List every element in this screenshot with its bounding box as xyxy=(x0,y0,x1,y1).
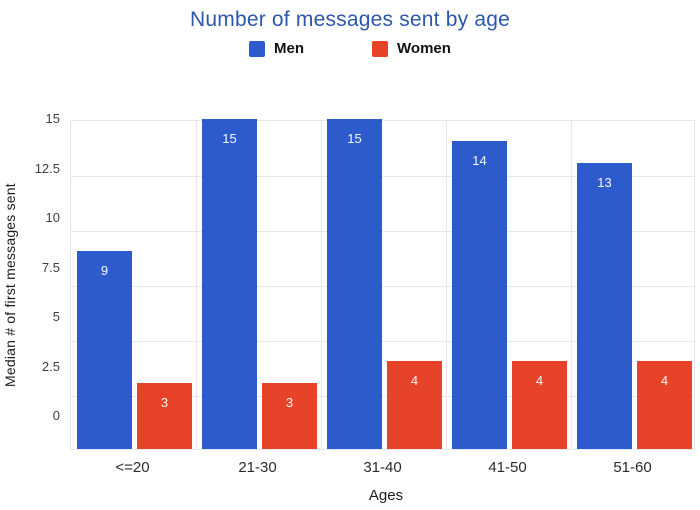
vertical-gridline xyxy=(195,121,197,449)
bar-value-label: 4 xyxy=(660,373,669,388)
legend-label: Women xyxy=(397,40,451,57)
y-tick-label: 15 xyxy=(45,111,60,126)
x-axis-title: Ages xyxy=(368,487,404,504)
y-tick-label: 10 xyxy=(45,210,60,225)
bar-men-41-50: 14 xyxy=(452,141,507,449)
bar-value-label: 4 xyxy=(410,373,419,388)
bar-value-label: 3 xyxy=(160,395,169,410)
bar-value-label: 13 xyxy=(597,175,612,190)
bar-value-label: 9 xyxy=(100,263,109,278)
bar-men-21-30: 15 xyxy=(202,119,257,449)
square-swatch-icon xyxy=(249,41,266,57)
bar-men-31-40: 15 xyxy=(327,119,382,449)
vertical-gridline xyxy=(445,121,447,449)
y-tick-label: 7.5 xyxy=(41,260,60,275)
y-tick-label: 12.5 xyxy=(34,161,60,176)
legend-item-men: Men xyxy=(249,40,304,58)
bar-value-label: 14 xyxy=(472,153,487,168)
horizontal-gridline xyxy=(71,285,694,287)
chart-title: Number of messages sent by age xyxy=(190,8,510,31)
bar-women-31-40: 4 xyxy=(387,361,442,449)
bar-men-<=20: 9 xyxy=(77,251,132,449)
y-tick-label: 2.5 xyxy=(41,359,60,374)
x-category-label: <=20 xyxy=(115,459,150,476)
horizontal-gridline xyxy=(71,340,694,342)
bar-value-label: 4 xyxy=(535,373,544,388)
bar-women-41-50: 4 xyxy=(512,361,567,449)
bar-value-label: 15 xyxy=(222,131,237,146)
y-tick-label: 5 xyxy=(52,309,60,324)
vertical-gridline xyxy=(570,121,572,449)
x-category-label: 31-40 xyxy=(363,459,402,476)
plot-area: 9 15 15 14 13 3 3 4 4 4 xyxy=(70,119,695,450)
vertical-gridline xyxy=(320,121,322,449)
legend-label: Men xyxy=(274,40,305,57)
legend: Men Women xyxy=(0,40,700,58)
legend-item-women: Women xyxy=(372,40,451,58)
square-swatch-icon xyxy=(372,41,389,57)
bar-men-51-60: 13 xyxy=(577,163,632,449)
bar-value-label: 15 xyxy=(347,131,362,146)
bar-women-<=20: 3 xyxy=(137,383,192,449)
x-category-label: 41-50 xyxy=(488,459,527,476)
bar-women-51-60: 4 xyxy=(637,361,692,449)
bar-value-label: 3 xyxy=(285,395,294,410)
horizontal-gridline xyxy=(71,230,694,232)
x-category-label: 21-30 xyxy=(238,459,277,476)
y-tick-label: 0 xyxy=(52,408,60,423)
x-category-label: 51-60 xyxy=(613,459,652,476)
bar-women-21-30: 3 xyxy=(262,383,317,449)
horizontal-gridline xyxy=(71,395,694,397)
horizontal-gridline xyxy=(71,175,694,177)
